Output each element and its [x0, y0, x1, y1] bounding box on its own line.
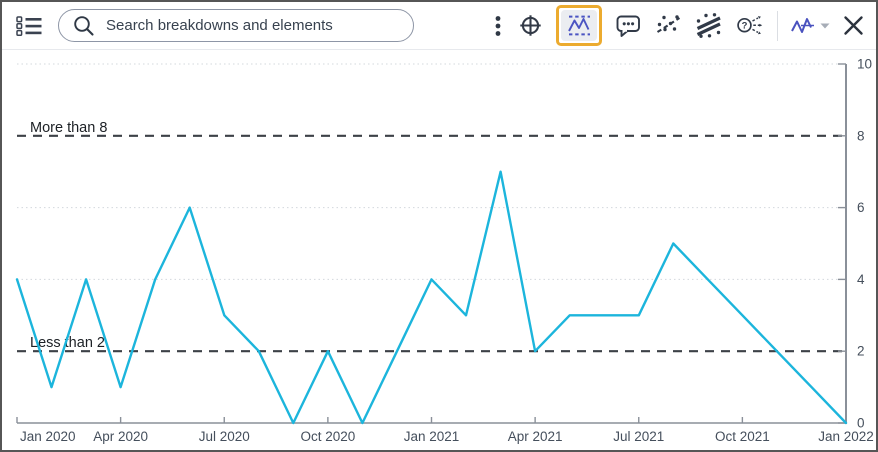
trend-line-button[interactable]	[655, 13, 682, 38]
chevron-down-icon	[820, 23, 830, 28]
x-tick-label: Oct 2021	[715, 429, 770, 444]
chart-area: More than 8 Less than 2 0 2 4 6 8 10 Jan 2020 Apr…	[2, 50, 876, 450]
crosshair-button[interactable]	[518, 13, 543, 38]
parallel-trend-lines-button[interactable]	[695, 13, 723, 38]
toolbar: ?	[2, 2, 876, 50]
parallel-trend-lines-icon	[696, 13, 721, 38]
threshold-label: More than 8	[30, 120, 107, 136]
y-tick-label: 10	[857, 57, 872, 72]
question-glyph: ?	[742, 21, 748, 32]
list-menu-button[interactable]	[16, 14, 43, 38]
thresholds-tool-highlight	[556, 5, 602, 46]
close-icon	[844, 16, 863, 35]
search-icon	[74, 15, 94, 36]
search-input[interactable]	[106, 17, 399, 34]
line-chart-type-icon	[791, 18, 814, 33]
forecast-icon: ?	[737, 16, 763, 35]
crosshair-icon	[520, 15, 541, 36]
y-tick-label: 4	[857, 272, 865, 287]
forecast-button[interactable]: ?	[736, 13, 764, 38]
y-tick-label: 2	[857, 344, 865, 359]
threshold-label: Less than 2	[30, 335, 105, 351]
x-tick-label: Oct 2020	[300, 429, 355, 444]
kebab-menu-icon	[495, 15, 501, 36]
y-tick-label: 0	[857, 416, 865, 431]
x-tick-label: Apr 2021	[508, 429, 563, 444]
kebab-menu-button[interactable]	[491, 14, 505, 38]
y-tick-label: 8	[857, 128, 865, 143]
list-menu-icon	[16, 15, 42, 36]
x-tick-label: Jan 2022	[818, 429, 874, 444]
x-tick-label: Jul 2021	[613, 429, 664, 444]
x-tick-label: Jan 2021	[404, 429, 460, 444]
toolbar-actions: ?	[491, 5, 864, 46]
thresholds-icon	[567, 15, 590, 36]
trend-line-icon	[656, 15, 681, 33]
series-line	[15, 170, 848, 425]
toolbar-divider	[777, 10, 778, 41]
x-tick-label: Jan 2020	[20, 429, 76, 444]
x-tick-label: Jul 2020	[199, 429, 250, 444]
comments-button[interactable]	[615, 13, 642, 38]
search-bar[interactable]	[58, 9, 414, 42]
y-tick-label: 6	[857, 200, 865, 215]
line-chart: More than 8 Less than 2 0 2 4 6 8 10 Jan 2020 Apr…	[15, 57, 874, 444]
chart-type-button[interactable]	[791, 16, 830, 35]
close-button[interactable]	[843, 15, 864, 36]
thresholds-button[interactable]	[561, 10, 597, 41]
x-tick-label: Apr 2020	[93, 429, 148, 444]
comments-icon	[616, 15, 640, 37]
